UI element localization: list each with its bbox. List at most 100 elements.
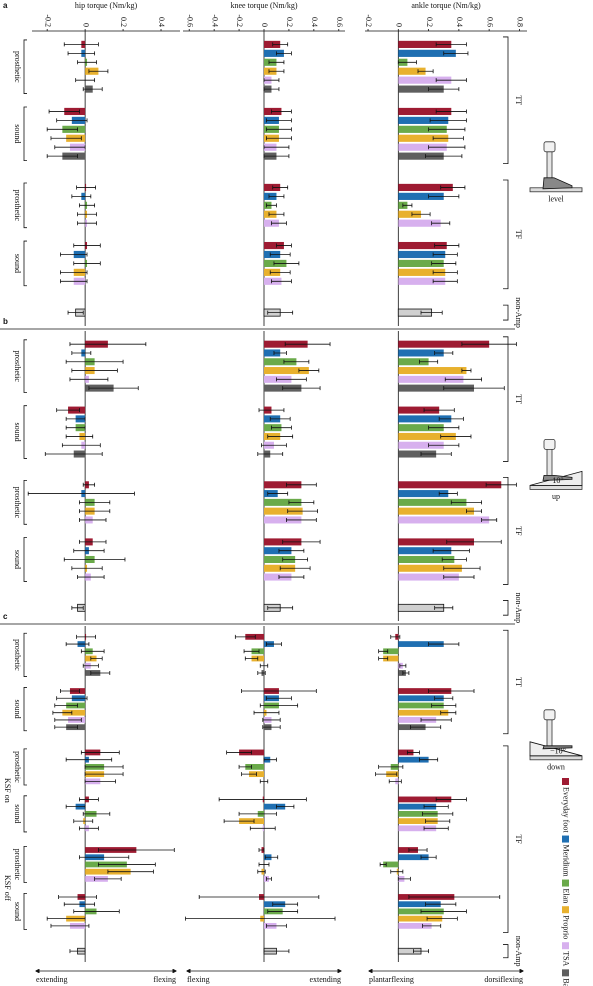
error-bar xyxy=(410,725,442,730)
error-bar xyxy=(279,566,311,571)
error-bar xyxy=(428,127,466,132)
side-bracket xyxy=(23,795,27,833)
error-bar xyxy=(46,127,78,132)
error-bar xyxy=(249,826,276,831)
error-bar xyxy=(65,425,86,430)
error-bar xyxy=(262,717,281,722)
group-bracket xyxy=(503,179,509,290)
x-tick-label: 0.4 xyxy=(455,17,464,27)
error-bar xyxy=(261,443,287,448)
error-bar xyxy=(73,548,105,553)
error-bar xyxy=(79,203,96,208)
error-bar xyxy=(268,212,285,217)
bar xyxy=(398,825,437,832)
bar xyxy=(398,481,502,489)
bar xyxy=(398,709,449,716)
bar xyxy=(398,406,440,414)
error-bar xyxy=(271,425,292,430)
error-bar xyxy=(432,252,458,257)
error-bar xyxy=(258,848,265,852)
error-bar xyxy=(446,539,502,544)
error-bar xyxy=(435,109,467,114)
bar xyxy=(398,125,447,133)
error-bar xyxy=(432,136,464,141)
legend-swatch xyxy=(562,835,569,843)
bar xyxy=(398,277,446,285)
error-bar xyxy=(278,575,305,580)
error-bar xyxy=(431,221,451,226)
bar xyxy=(398,803,437,810)
error-bar xyxy=(271,279,292,284)
group-bracket xyxy=(503,304,509,321)
error-bar xyxy=(287,509,318,514)
socket xyxy=(543,439,556,450)
bar xyxy=(398,490,449,498)
error-bar xyxy=(98,848,175,852)
error-bar xyxy=(267,310,294,315)
error-bar xyxy=(432,548,470,553)
bar xyxy=(398,134,449,142)
bar xyxy=(398,241,447,250)
error-bar xyxy=(79,517,107,522)
bar xyxy=(264,564,296,572)
legend-swatch xyxy=(562,942,569,950)
error-bar xyxy=(417,69,434,74)
error-bar xyxy=(450,500,482,505)
side-label: sound xyxy=(13,254,22,273)
error-bar xyxy=(50,923,90,928)
legend-label: Everyday foot xyxy=(562,787,571,833)
error-bar xyxy=(198,894,320,899)
error-bar xyxy=(434,243,460,248)
error-bar xyxy=(426,916,458,921)
bar xyxy=(264,555,296,563)
side-bracket xyxy=(23,845,27,883)
error-bar xyxy=(88,69,109,74)
error-bar xyxy=(259,779,269,784)
bar xyxy=(383,648,399,655)
platform xyxy=(529,485,583,490)
error-bar xyxy=(46,916,86,921)
x-tick-label: -0.2 xyxy=(364,14,373,27)
error-bar xyxy=(429,118,467,123)
error-bar xyxy=(63,557,126,562)
error-bar xyxy=(263,949,290,954)
bar xyxy=(398,349,444,357)
error-bar xyxy=(267,491,289,496)
error-bar xyxy=(44,452,103,457)
error-bar xyxy=(282,386,321,391)
legend-swatch xyxy=(562,778,569,785)
legend-label: Base xyxy=(562,978,571,986)
error-bar xyxy=(428,689,475,694)
side-label: prosthetic xyxy=(13,51,22,83)
error-bar xyxy=(54,725,78,730)
ramp xyxy=(529,741,583,757)
error-bar xyxy=(408,848,428,852)
error-bar xyxy=(397,60,417,65)
side-label: sound xyxy=(13,700,22,719)
pylon xyxy=(546,149,553,181)
x-tick-label: -0.2 xyxy=(235,14,244,27)
error-bar xyxy=(420,452,452,457)
bar xyxy=(398,183,453,192)
error-bar xyxy=(223,819,255,824)
error-bar xyxy=(65,359,124,364)
error-bar xyxy=(266,136,292,141)
x-tick-label: 0.2 xyxy=(425,17,434,27)
x-tick-label: 0.2 xyxy=(285,17,294,27)
side-label: prosthetic xyxy=(13,487,22,519)
error-bar xyxy=(54,703,78,708)
error-bar xyxy=(80,649,105,654)
x-tick-label: 0.8 xyxy=(516,17,525,27)
error-bar xyxy=(466,509,482,514)
error-bar xyxy=(461,368,472,373)
error-bar xyxy=(266,203,277,208)
error-bar xyxy=(443,51,469,56)
bar xyxy=(398,854,429,861)
side-label: prosthetic xyxy=(13,849,22,881)
condition-label: level xyxy=(548,195,564,204)
legend-label: Meridium xyxy=(562,845,571,878)
error-bar xyxy=(278,548,305,553)
error-bar xyxy=(253,710,280,715)
bar xyxy=(264,498,302,506)
error-bar xyxy=(431,261,457,266)
